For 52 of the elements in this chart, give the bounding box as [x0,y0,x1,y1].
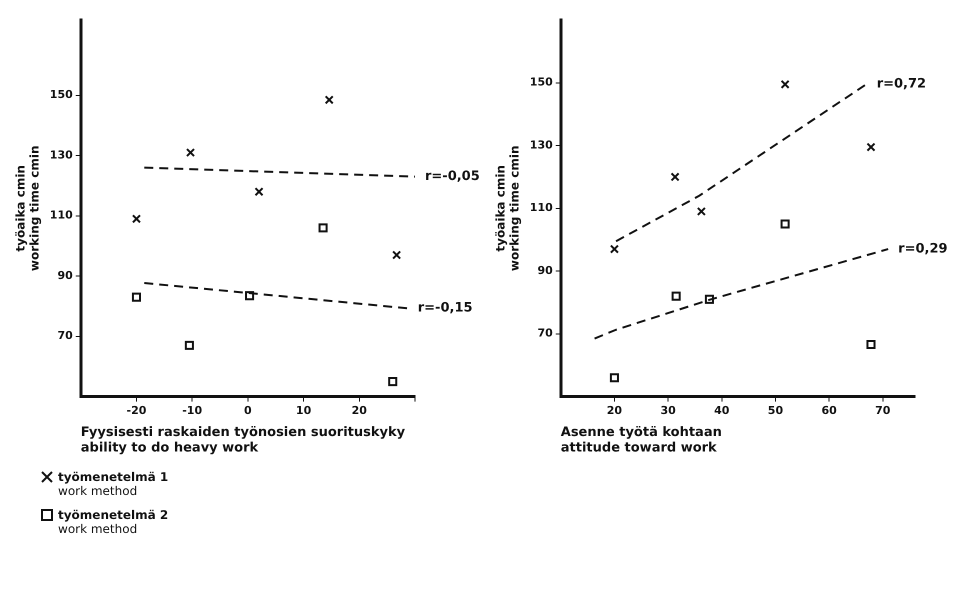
point [184,340,194,350]
annotation: r=-0,05 [425,169,480,184]
y-tick-label: 90 [57,268,74,282]
y-tick-label: 110 [530,201,554,214]
x-axis-title: Fyysisesti raskaiden työnosien suorituskyky ability to do heavy work [80,424,406,456]
line-series [594,248,890,340]
point [132,214,142,224]
point [866,340,876,350]
legend-label: työmenetelmä 2 work method [58,508,168,536]
x-tick-label: 10 [296,404,312,418]
y-tick-label: 150 [50,88,74,102]
point [245,291,254,300]
x-tick-label: 40 [714,404,730,418]
point [392,250,402,260]
point [132,292,142,302]
x-tick-label: 20 [352,404,368,418]
point [324,95,334,104]
annotation: r=0,29 [898,241,948,256]
x-tick-label: 70 [875,404,891,418]
y-tick-label: 70 [537,326,554,340]
x-tick-label: -10 [182,404,202,418]
annotation: r=-0,15 [418,300,473,316]
point [696,206,706,216]
point [866,142,876,152]
point [780,80,790,89]
y-tick-label: 90 [537,264,554,277]
x-axis-title: Asenne työtä kohtaan attitude toward work [560,424,722,456]
y-tick-label: 130 [530,138,554,152]
x-tick-label: 60 [821,404,838,418]
y-tick-label: 150 [530,76,554,89]
y-tick-label: 70 [57,329,74,342]
point [610,244,619,254]
y-axis-title: työaika cmin working time cmin [493,145,522,272]
point [780,219,790,229]
x-tick-label: 30 [660,404,676,418]
point [388,377,398,386]
x-tick-label: -20 [126,404,147,418]
x-tick-label: 50 [768,404,784,418]
point [610,373,619,382]
annotation: r=0,72 [876,76,926,92]
y-tick-label: 130 [50,148,74,162]
point [254,187,264,196]
point [672,292,681,301]
x-tick-label: 0 [244,404,252,418]
legend-label: työmenetelmä 1 work method [58,470,168,498]
y-tick-label: 110 [50,208,74,222]
point [318,223,328,232]
point [670,172,680,182]
point [704,294,714,304]
x-tick-label: 20 [606,404,622,418]
point [186,148,196,158]
y-axis-title: työaika cmin working time cmin [13,145,42,272]
